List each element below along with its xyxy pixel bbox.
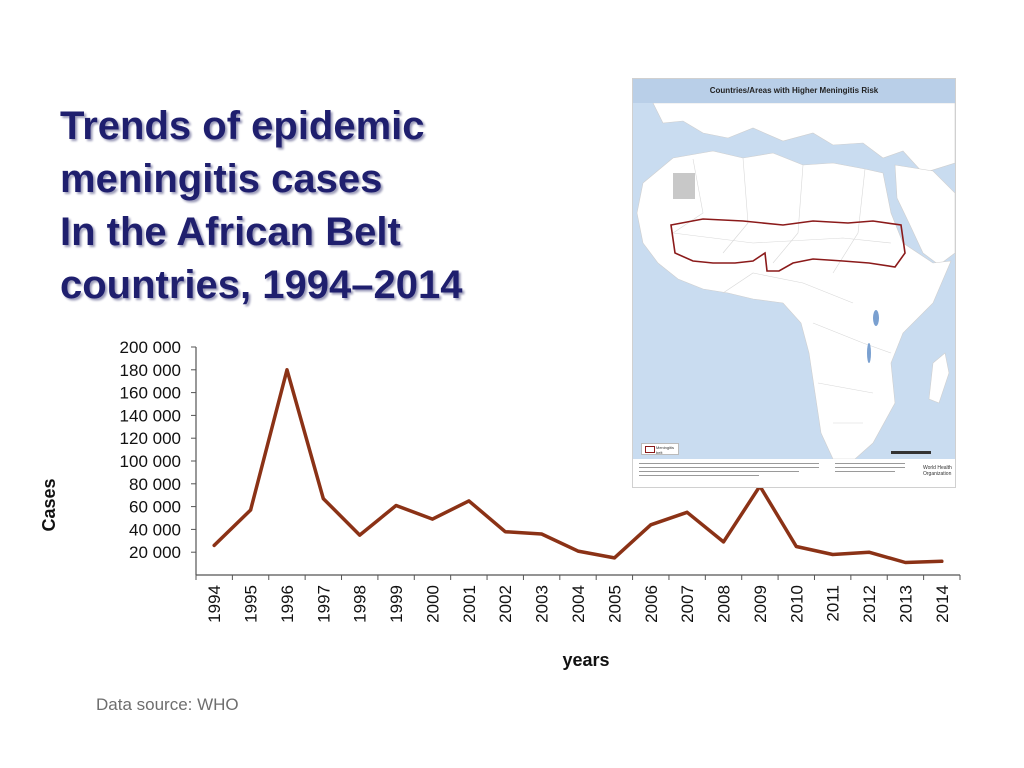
data-point: [358, 533, 362, 537]
map-africa-land: [636, 150, 952, 459]
x-tick-label: 1996: [278, 585, 297, 623]
data-point: [503, 530, 507, 534]
fine-print-line: [639, 463, 819, 464]
legend-swatch: [645, 446, 655, 453]
chart-ticks: 20 000 40 000 60 000 80 000 100 000 120 000 14…: [120, 338, 961, 623]
y-tick-label: 180 000: [120, 361, 181, 380]
data-point: [212, 543, 216, 547]
data-point: [649, 523, 653, 527]
legend-label: Meningitis belt: [656, 445, 675, 455]
y-axis-label: Cases: [39, 478, 59, 531]
chart-series: [212, 368, 944, 565]
x-tick-label: 2014: [933, 585, 952, 623]
title-line: Trends of epidemic: [60, 104, 425, 148]
y-tick-label: 20 000: [129, 543, 181, 562]
data-point: [249, 508, 253, 512]
data-point: [831, 552, 835, 556]
x-tick-label: 2008: [715, 585, 734, 623]
y-tick-label: 60 000: [129, 498, 181, 517]
x-tick-label: 2005: [605, 585, 624, 623]
meningitis-belt-outline: [670, 218, 906, 272]
x-tick-label: 2012: [860, 585, 879, 623]
y-tick-label: 100 000: [120, 452, 181, 471]
x-tick-label: 2006: [642, 585, 661, 623]
data-point: [685, 510, 689, 514]
y-tick-label: 80 000: [129, 475, 181, 494]
title-line: In the African Belt: [60, 210, 401, 254]
x-tick-label: 2000: [423, 585, 442, 623]
map-title: Countries/Areas with Higher Meningitis R…: [633, 79, 955, 103]
data-point: [940, 559, 944, 563]
data-point: [722, 540, 726, 544]
x-tick-label: 1999: [387, 585, 406, 623]
data-point: [612, 556, 616, 560]
fine-print-line: [835, 471, 895, 472]
y-tick-label: 40 000: [129, 520, 181, 539]
data-point: [394, 503, 398, 507]
x-tick-label: 2001: [460, 585, 479, 623]
x-tick-label: 1994: [205, 585, 224, 623]
x-tick-label: 1998: [351, 585, 370, 623]
fine-print-line: [639, 475, 759, 476]
fine-print-line: [639, 471, 799, 472]
data-point: [867, 550, 871, 554]
meningitis-belt-map: Countries/Areas with Higher Meningitis R…: [632, 78, 956, 488]
y-tick-label: 200 000: [120, 338, 181, 357]
y-tick-label: 120 000: [120, 429, 181, 448]
y-tick-label: 140 000: [120, 406, 181, 425]
x-tick-label: 2010: [787, 585, 806, 623]
data-point: [903, 560, 907, 564]
map-europe-land: [652, 103, 955, 174]
x-tick-label: 2004: [569, 585, 588, 623]
data-point: [467, 499, 471, 503]
data-point: [430, 517, 434, 521]
data-point: [794, 545, 798, 548]
map-lake: [867, 343, 871, 363]
x-tick-label: 2003: [533, 585, 552, 623]
slide-title: Trends of epidemic meningitis cases In t…: [60, 100, 530, 312]
map-madagascar: [928, 352, 950, 404]
y-tick-label: 160 000: [120, 384, 181, 403]
x-tick-label: 2007: [678, 585, 697, 623]
x-tick-label: 1997: [314, 585, 333, 623]
map-fine-print: [639, 461, 949, 481]
x-tick-label: 2011: [824, 585, 843, 622]
map-scale-bar: [891, 451, 931, 454]
map-grey-region: [673, 173, 695, 199]
title-line: meningitis cases: [60, 157, 383, 201]
data-point: [576, 549, 580, 553]
map-borders: [672, 157, 892, 424]
x-tick-label: 1995: [242, 585, 261, 623]
fine-print-line: [639, 467, 819, 468]
fine-print-line: [835, 467, 905, 468]
title-line: countries, 1994–2014: [60, 263, 463, 307]
x-axis-label: years: [562, 650, 609, 670]
who-logo: World Health Organization: [923, 465, 952, 477]
data-point: [285, 368, 289, 372]
fine-print-line: [835, 463, 905, 464]
data-point: [540, 532, 544, 536]
data-point: [321, 497, 325, 501]
x-tick-label: 2002: [496, 585, 515, 623]
map-lake: [873, 310, 879, 326]
africa-map: [633, 103, 955, 459]
x-tick-label: 2009: [751, 585, 770, 623]
data-source-note: Data source: WHO: [96, 695, 239, 714]
map-legend: Meningitis belt: [641, 443, 679, 455]
x-tick-label: 2013: [896, 585, 915, 623]
